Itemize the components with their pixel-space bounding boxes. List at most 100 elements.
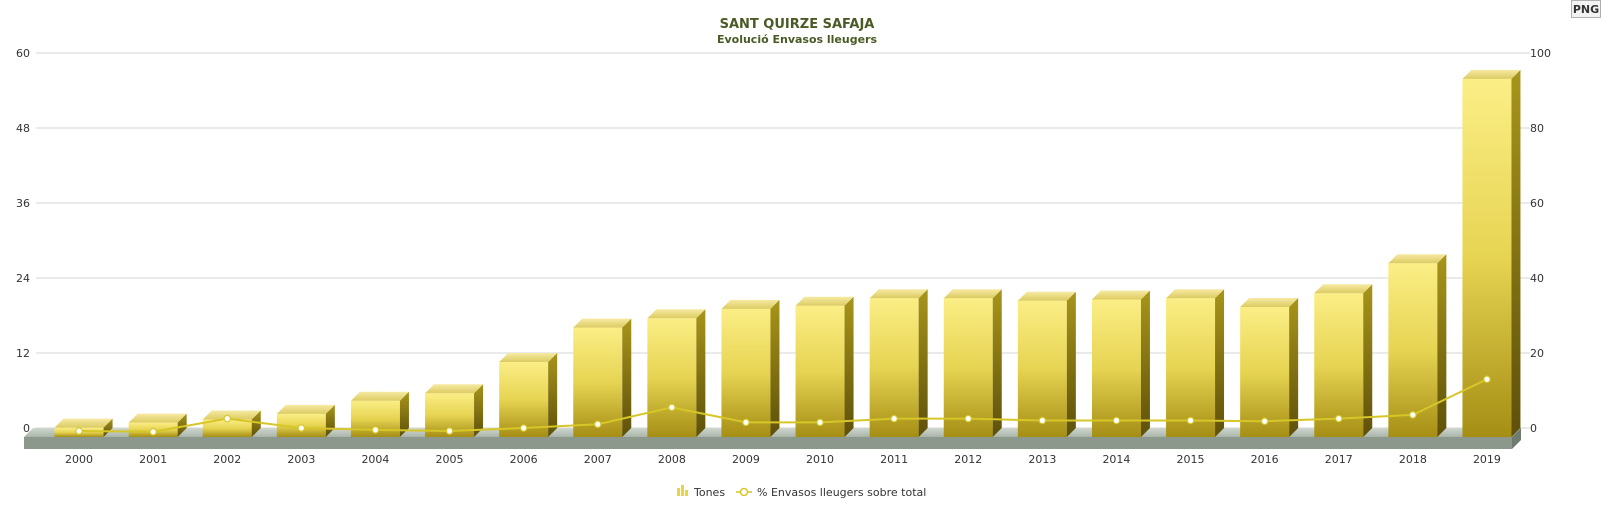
y-left-tick-label: 48 [16, 122, 30, 135]
bar-front [795, 305, 845, 437]
x-tick-label: 2018 [1399, 453, 1427, 466]
bar-top [869, 289, 928, 299]
x-tick-label: 2003 [287, 453, 315, 466]
bar [1240, 298, 1299, 437]
line-point [890, 414, 898, 423]
bar-side [844, 296, 854, 437]
line-series [75, 375, 1491, 436]
bar [869, 289, 928, 437]
bar [1314, 284, 1373, 437]
chart-title: SANT QUIRZE SAFAJA [720, 17, 875, 32]
line-point [1112, 416, 1121, 425]
bar-chart-icon [677, 485, 688, 496]
bar-top [1462, 69, 1521, 79]
line-point [964, 414, 973, 423]
export-png-button[interactable]: PNG [1571, 0, 1601, 18]
y-left-tick-label: 60 [16, 47, 30, 60]
bar-front [1166, 298, 1216, 437]
line-point [1334, 414, 1343, 423]
x-tick-label: 2002 [213, 453, 241, 466]
bar-front [647, 318, 697, 437]
x-tick-label: 2004 [361, 453, 389, 466]
bar [1017, 291, 1076, 437]
line-point [1038, 416, 1047, 425]
line-point [149, 427, 157, 436]
x-tick-label: 2009 [732, 453, 760, 466]
bar-front [1314, 293, 1364, 437]
bar-side [1363, 284, 1373, 437]
y-right-tick-label: 60 [1530, 197, 1544, 210]
floor-front [24, 437, 1512, 449]
bar [573, 318, 632, 437]
bar [1462, 69, 1521, 437]
y-right-tick-label: 80 [1530, 122, 1544, 135]
bar-top [1166, 289, 1225, 299]
bar-top [128, 413, 187, 423]
y-axis-right: 0 20 40 60 80 100 [1530, 47, 1551, 435]
bar-side [177, 413, 187, 437]
bar [1166, 289, 1225, 437]
line-point [1260, 417, 1269, 426]
bar [943, 289, 1002, 437]
bar [795, 296, 854, 437]
y-right-tick-label: 20 [1530, 347, 1544, 360]
bar-top [1388, 254, 1447, 264]
x-tick-label: 2017 [1325, 453, 1353, 466]
bar-front [1462, 78, 1512, 437]
line-point [1409, 411, 1417, 419]
x-tick-label: 2015 [1177, 453, 1205, 466]
legend-label-percent: % Envasos lleugers sobre total [757, 486, 926, 499]
bar-front [1091, 299, 1141, 437]
bar-top [276, 404, 335, 414]
bar-top [943, 289, 1002, 299]
bar-front [1017, 300, 1067, 437]
bar [128, 413, 187, 437]
bar-side [251, 410, 261, 437]
bar-side [548, 353, 558, 437]
bar-side [1437, 254, 1447, 437]
bar-side [103, 418, 113, 437]
line-point [742, 418, 750, 427]
legend-label-tones: Tones [693, 486, 725, 499]
legend-item-percent[interactable]: % Envasos lleugers sobre total [736, 486, 926, 499]
bar-top [202, 410, 261, 420]
bar [1091, 290, 1150, 437]
y-left-tick-label: 12 [16, 347, 30, 360]
bar-side [1289, 298, 1299, 437]
bar-top [425, 384, 484, 394]
x-tick-label: 2010 [806, 453, 834, 466]
x-tick-label: 2008 [658, 453, 686, 466]
line-point [297, 424, 306, 432]
bar [647, 309, 706, 437]
x-tick-label: 2001 [139, 453, 167, 466]
bar-top [499, 353, 558, 362]
bar-front [943, 298, 993, 437]
chart-title-group: SANT QUIRZE SAFAJA Evolució Envasos lleu… [717, 17, 878, 46]
legend-item-tones[interactable]: Tones [677, 485, 725, 499]
bar-side [622, 318, 632, 437]
x-tick-label: 2007 [584, 453, 612, 466]
bar-side [1066, 291, 1076, 437]
gridlines [36, 52, 1530, 429]
x-tick-label: 2019 [1473, 453, 1501, 466]
bar-top [573, 318, 632, 328]
y-left-tick-label: 36 [16, 197, 30, 210]
x-tick-label: 2011 [880, 453, 908, 466]
line-point [816, 418, 824, 427]
bar-side [399, 391, 409, 437]
bar [202, 410, 261, 437]
line-point [445, 427, 454, 435]
bar-side [770, 299, 780, 437]
line-point [519, 424, 528, 432]
bar-side [696, 309, 706, 437]
line-point [668, 403, 676, 412]
bar [721, 299, 780, 437]
x-tick-label: 2014 [1102, 453, 1130, 466]
y-right-tick-label: 0 [1530, 422, 1537, 435]
x-tick-label: 2006 [510, 453, 538, 466]
x-tick-label: 2016 [1251, 453, 1279, 466]
bar-side [1215, 289, 1225, 437]
y-axis-left: 0 12 24 36 48 60 [16, 47, 30, 435]
bar-top [1314, 284, 1373, 294]
